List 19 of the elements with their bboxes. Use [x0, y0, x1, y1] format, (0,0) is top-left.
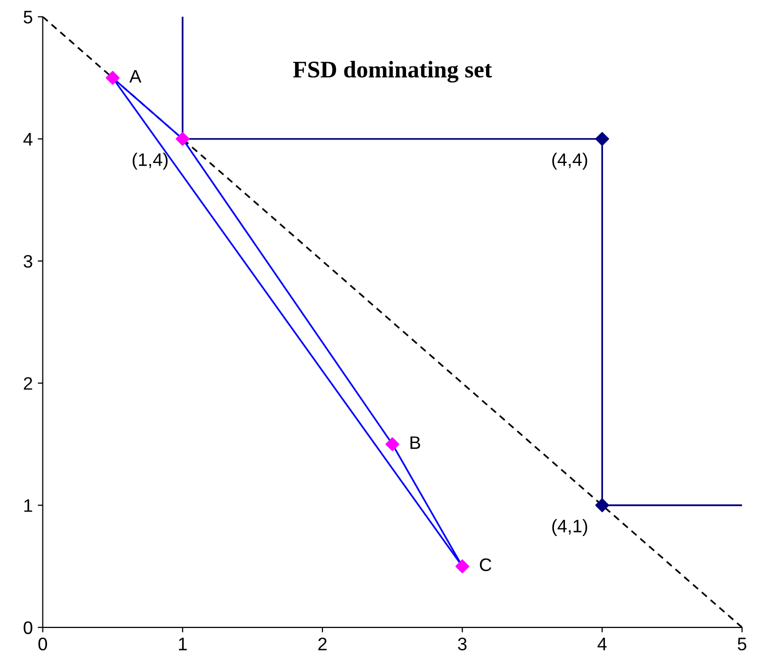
y-tick-label: 2 [24, 377, 32, 390]
y-tick-label: 3 [24, 254, 32, 268]
y-tick-label: 0 [24, 621, 32, 634]
x-tick-label: 0 [38, 638, 48, 650]
text: FSD dominating set [293, 60, 492, 83]
x-tick-label: 4 [598, 638, 607, 650]
annotation: C [480, 558, 492, 572]
annotation: A [129, 70, 142, 83]
annotation: (4,4) [552, 152, 588, 170]
annotation: (4,1) [552, 519, 588, 536]
y-tick-label: 1 [24, 499, 32, 512]
x-tick-label: 1 [178, 638, 187, 650]
y-tick-label: 5 [24, 10, 32, 24]
annotation: (1,4) [132, 152, 168, 170]
y-tick-label: 4 [23, 133, 32, 146]
x-tick-label: 5 [738, 638, 746, 650]
annotation: B [410, 436, 420, 449]
x-tick-label: 2 [318, 638, 327, 650]
x-tick-label: 3 [458, 638, 467, 650]
